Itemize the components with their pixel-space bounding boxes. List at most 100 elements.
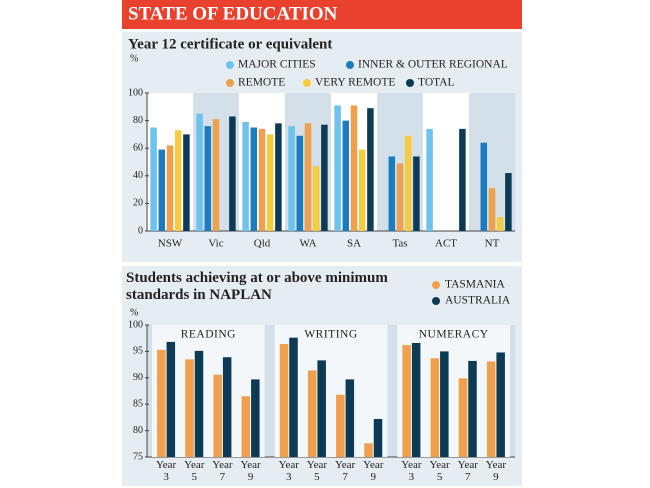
x-tick-label-box: Year 5 <box>306 459 328 483</box>
bar <box>367 108 374 231</box>
x-tick-label: Year 3 <box>155 459 177 483</box>
chart-title: Students achieving at or above minimum s… <box>126 270 388 303</box>
y-tick-label: 80 <box>133 425 143 436</box>
y-tick-label: 60 <box>133 142 143 153</box>
bar <box>321 124 328 231</box>
x-tick-label-box: Year 5 <box>184 459 205 483</box>
y-tick-label: 40 <box>133 170 143 181</box>
bar <box>388 156 396 231</box>
x-tick-label-box: Year 5 <box>429 459 449 483</box>
group-label: NUMERACY <box>419 329 489 341</box>
legend-label: TOTAL <box>418 77 455 89</box>
legend-swatch <box>432 281 440 289</box>
bar <box>350 105 358 231</box>
bar <box>373 418 383 457</box>
bar <box>307 370 317 457</box>
x-tick-label-box: Year 7 <box>334 459 356 483</box>
bar <box>411 342 421 457</box>
legend-label: TASMANIA <box>445 279 505 291</box>
x-tick-label: ACT <box>435 238 457 250</box>
bar <box>250 127 258 231</box>
x-tick-label: NT <box>485 238 500 250</box>
x-tick-label-box: Year 3 <box>278 459 299 483</box>
y-tick-label: 20 <box>133 198 143 209</box>
bar <box>166 341 176 457</box>
x-tick-label: Year 3 <box>401 459 422 483</box>
bar <box>496 352 505 457</box>
x-tick-label: Vic <box>208 238 223 250</box>
x-tick-label: Tas <box>392 238 407 250</box>
bar <box>289 337 298 457</box>
x-tick-label: Year 9 <box>363 459 384 483</box>
bar <box>430 358 440 457</box>
chart-title: Year 12 certificate or equivalent <box>128 36 332 52</box>
bar <box>426 128 433 231</box>
x-tick-label-box: Year 7 <box>457 459 478 483</box>
bar <box>458 378 468 457</box>
y-axis-label: % <box>130 53 138 64</box>
y-tick-label: 75 <box>133 451 143 462</box>
x-tick-label: Year 7 <box>212 459 233 483</box>
x-tick-label: Year 3 <box>278 459 299 483</box>
legend-swatch <box>303 79 311 87</box>
x-tick-label: Year 5 <box>306 459 328 483</box>
legend-label: AUSTRALIA <box>445 295 511 307</box>
bar <box>158 149 166 231</box>
y-tick-label: 100 <box>128 319 143 330</box>
bar <box>336 394 345 457</box>
bar <box>204 126 212 231</box>
bar <box>440 351 449 457</box>
x-tick-label: SA <box>347 238 361 250</box>
legend-swatch <box>346 61 354 69</box>
x-tick-label-box: Year 9 <box>363 459 384 483</box>
x-tick-label: Year 7 <box>457 459 478 483</box>
y-tick-label: 95 <box>133 346 143 357</box>
legend-swatch <box>226 61 234 69</box>
bar <box>266 134 274 231</box>
bar <box>312 166 320 231</box>
x-tick-label-box: Year 3 <box>401 459 422 483</box>
bar <box>304 123 312 231</box>
bar <box>345 379 355 457</box>
bar <box>251 379 260 457</box>
x-tick-label-box: Year 3 <box>155 459 177 483</box>
chart-title-box: Students achieving at or above minimum s… <box>126 270 388 303</box>
x-tick-label: NSW <box>158 238 183 250</box>
bar <box>275 123 282 231</box>
bar <box>229 116 236 231</box>
bar <box>183 134 190 231</box>
legend-label: INNER & OUTER REGIONAL <box>358 59 508 71</box>
header-title: STATE OF EDUCATION <box>128 3 338 24</box>
legend-label: VERY REMOTE <box>315 77 395 89</box>
legend-label: REMOTE <box>238 77 285 89</box>
bar <box>317 360 326 457</box>
bar <box>505 173 512 231</box>
y-tick-label: 90 <box>133 372 143 383</box>
bar <box>358 149 366 231</box>
bar <box>166 145 174 231</box>
bar <box>279 344 289 457</box>
x-tick-label: WA <box>299 238 316 250</box>
group-label: WRITING <box>304 329 357 341</box>
x-tick-label: Year 7 <box>334 459 356 483</box>
group-label: READING <box>181 329 236 341</box>
bar <box>241 396 251 457</box>
legend-swatch <box>226 79 234 87</box>
bar <box>242 121 249 231</box>
bar <box>364 443 373 457</box>
bar <box>296 135 304 231</box>
x-tick-label: Qld <box>254 238 271 250</box>
x-tick-label-box: Year 7 <box>212 459 233 483</box>
bar <box>174 130 182 231</box>
x-tick-label: Year 5 <box>184 459 205 483</box>
legend-swatch <box>432 297 440 305</box>
bar <box>342 120 350 231</box>
bar <box>212 119 220 231</box>
y-tick-label: 85 <box>133 398 143 409</box>
bar <box>258 128 266 231</box>
bar <box>222 357 232 457</box>
bar <box>334 105 341 231</box>
x-tick-label: Year 9 <box>240 459 261 483</box>
